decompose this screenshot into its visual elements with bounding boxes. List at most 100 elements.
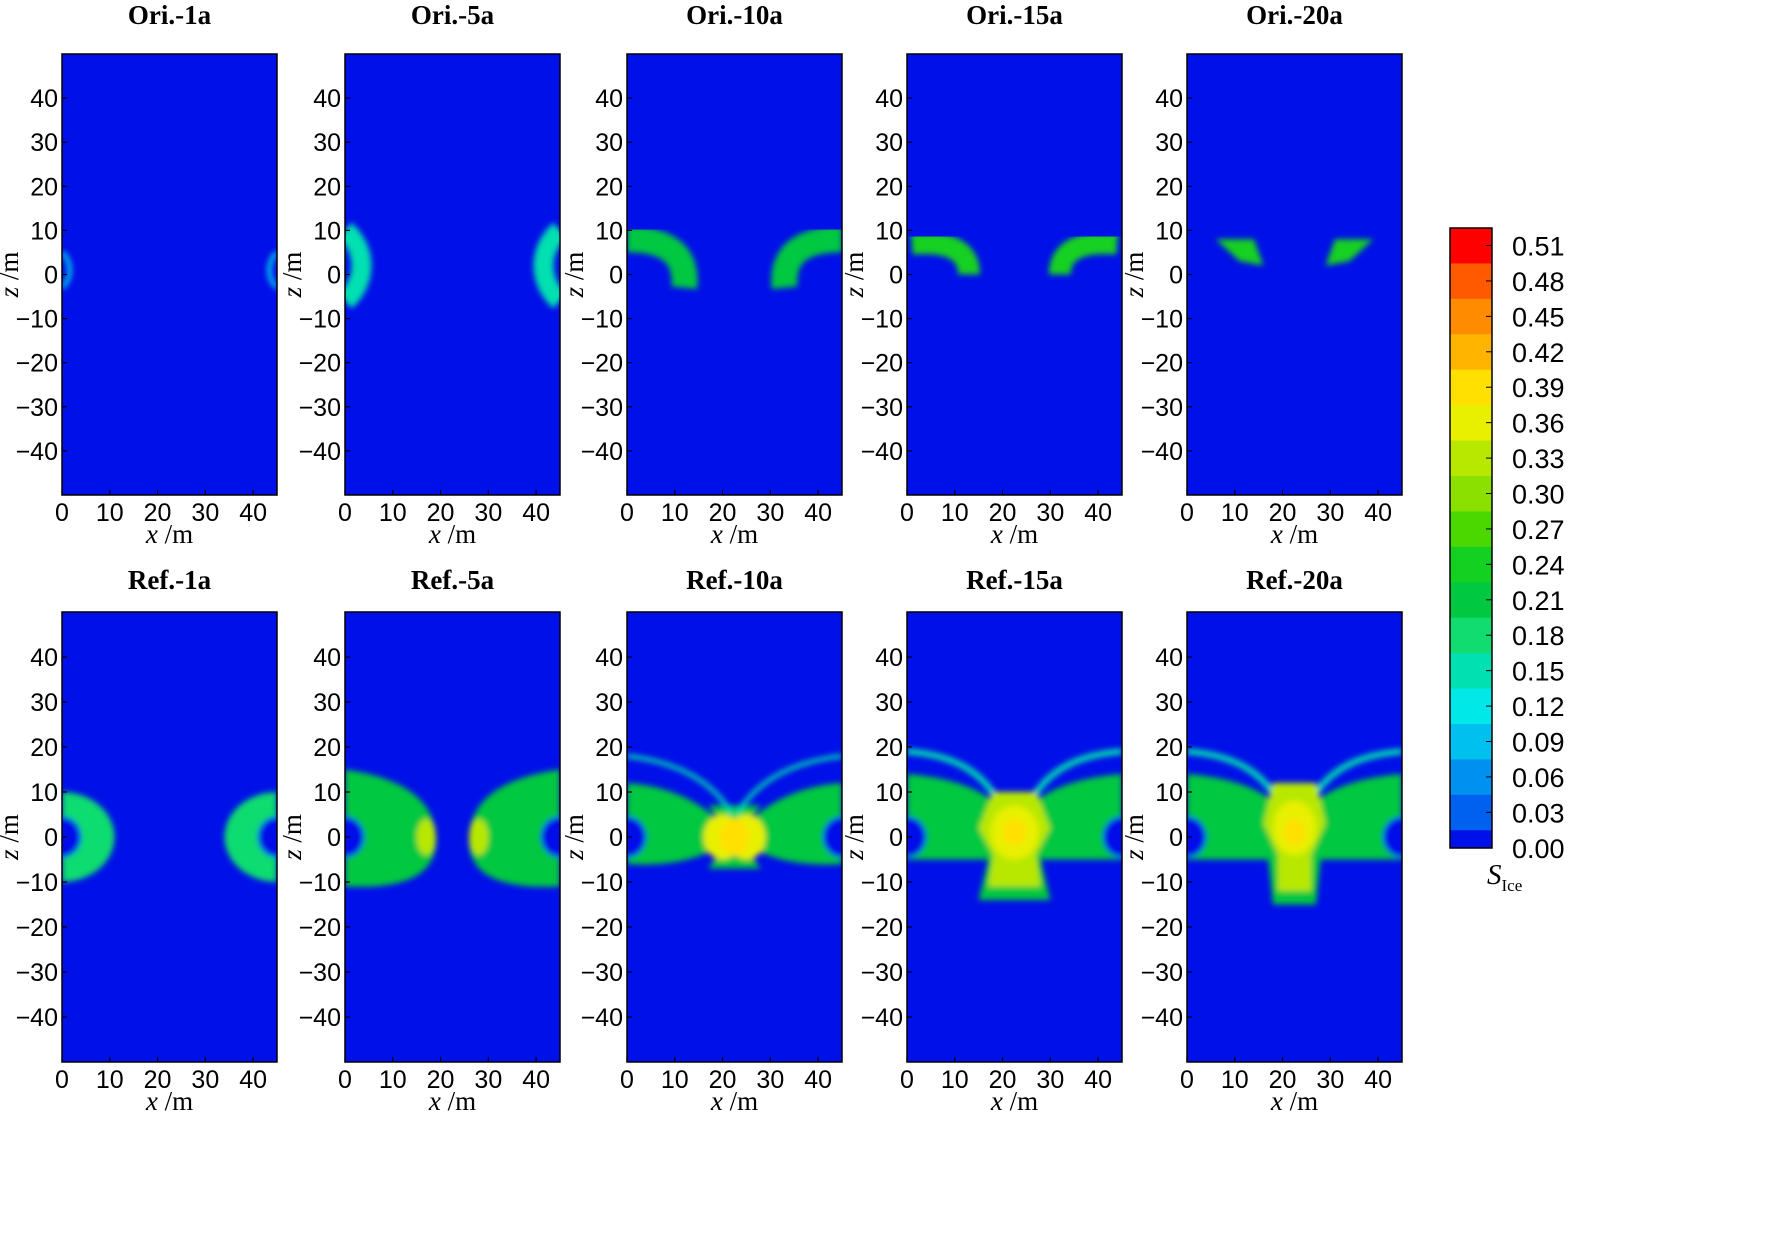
y-axis-label: z /m <box>839 252 869 299</box>
y-tick-label: 0 <box>44 824 58 852</box>
colorbar-tick-label: 0.27 <box>1512 515 1565 545</box>
x-tick-label: 30 <box>1316 499 1344 527</box>
x-tick-label: 40 <box>1084 1066 1112 1094</box>
x-tick-label: 0 <box>338 1066 352 1094</box>
y-tick-label: 0 <box>889 262 903 290</box>
y-tick-label: −30 <box>16 959 58 987</box>
y-axis-label: z /m <box>1119 252 1149 299</box>
y-tick-label: −20 <box>299 914 341 942</box>
x-axis-label: x /m <box>990 1086 1038 1116</box>
panel-Ref.-1a: Ref.-1a 40 30 20 10 0 −10 −20 −30 −40 0 10 20 30 40 x /… <box>0 565 278 1116</box>
y-tick-label: −10 <box>581 306 623 334</box>
panel-Ref.-10a: Ref.-10a 40 30 20 10 0 −10 −20 −30 −40 0 10 20 30 40 x … <box>559 565 843 1116</box>
x-tick-label: 10 <box>1221 499 1249 527</box>
y-tick-label: 40 <box>875 644 903 672</box>
x-tick-label: 10 <box>661 499 689 527</box>
y-tick-label: 40 <box>595 644 623 672</box>
y-tick-label: −20 <box>1141 914 1183 942</box>
x-tick-label: 30 <box>1036 1066 1064 1094</box>
y-tick-label: −40 <box>861 438 903 466</box>
colorbar-tick-label: 0.21 <box>1512 586 1565 616</box>
y-tick-label: −10 <box>16 869 58 897</box>
y-tick-label: −20 <box>1141 350 1183 378</box>
y-tick-label: 40 <box>875 85 903 113</box>
colorbar-swatch <box>1450 724 1492 760</box>
colorbar-swatch <box>1450 263 1492 300</box>
y-axis-label: z /m <box>277 252 307 299</box>
heatmap-field <box>1187 54 1402 495</box>
colorbar-label: SIce <box>1487 859 1522 895</box>
x-tick-label: 10 <box>96 499 124 527</box>
panel-Ori.-15a: Ori.-15a 40 30 20 10 0 −10 −20 −30 −40 0 10 20 30 40 x … <box>839 0 1123 549</box>
colorbar-swatch <box>1450 369 1492 406</box>
heatmap-field <box>907 54 1122 495</box>
heatmap-field <box>627 54 842 495</box>
panel-title: Ori.-15a <box>966 0 1063 30</box>
colorbar-swatch <box>1450 582 1492 619</box>
heatmap-field <box>345 54 560 495</box>
y-tick-label: 40 <box>1155 85 1183 113</box>
y-tick-label: 30 <box>313 689 341 717</box>
y-tick-label: 20 <box>313 173 341 201</box>
x-axis-label: x /m <box>990 519 1038 549</box>
x-tick-label: 20 <box>427 1066 455 1094</box>
y-tick-label: −10 <box>861 869 903 897</box>
y-tick-label: −20 <box>581 350 623 378</box>
panel-title: Ref.-20a <box>1246 565 1343 595</box>
colorbar-tick-label: 0.39 <box>1512 373 1565 403</box>
colorbar-swatch <box>1450 688 1492 725</box>
y-tick-label: 40 <box>1155 644 1183 672</box>
y-axis-label: z /m <box>839 814 869 861</box>
y-tick-label: 0 <box>327 824 341 852</box>
x-tick-label: 30 <box>474 1066 502 1094</box>
colorbar-tick-label: 0.00 <box>1512 834 1565 864</box>
colorbar: 0.51 0.48 0.45 0.42 0.39 0.36 0.33 0.30 0.27 0.24… <box>1449 227 1565 895</box>
colorbar-tick-label: 0.45 <box>1512 302 1565 332</box>
ice-saturation-field <box>627 754 842 869</box>
x-tick-label: 20 <box>709 499 737 527</box>
y-tick-label: 20 <box>1155 734 1183 762</box>
colorbar-swatch <box>1450 617 1492 654</box>
y-tick-label: 20 <box>30 734 58 762</box>
x-tick-label: 10 <box>941 499 969 527</box>
y-tick-label: −30 <box>1141 394 1183 422</box>
panel-Ori.-5a: Ori.-5a 40 30 20 10 0 −10 −20 −30 −40 0 10 20 30 40 x /… <box>277 0 561 549</box>
y-axis-label: z /m <box>0 814 24 861</box>
x-tick-label: 30 <box>191 1066 219 1094</box>
y-tick-label: −40 <box>581 1004 623 1032</box>
y-tick-label: −20 <box>861 350 903 378</box>
y-tick-label: 0 <box>327 262 341 290</box>
y-tick-label: −30 <box>581 959 623 987</box>
colorbar-tick-label: 0.09 <box>1512 728 1565 758</box>
colorbar-tick-label: 0.48 <box>1512 267 1565 297</box>
x-tick-label: 0 <box>55 499 69 527</box>
y-tick-label: −20 <box>16 914 58 942</box>
x-tick-label: 30 <box>191 499 219 527</box>
ice-saturation-field <box>62 250 277 290</box>
ice-saturation-field <box>345 769 560 887</box>
x-axis-label: x /m <box>1270 519 1318 549</box>
y-tick-label: 20 <box>595 734 623 762</box>
y-tick-label: 0 <box>609 262 623 290</box>
x-tick-label: 20 <box>989 499 1017 527</box>
colorbar-swatch <box>1450 440 1492 477</box>
y-tick-label: 0 <box>609 824 623 852</box>
panel-Ori.-20a: Ori.-20a 40 30 20 10 0 −10 −20 −30 −40 0 10 20 30 40 x … <box>1119 0 1403 549</box>
y-tick-label: 10 <box>313 217 341 245</box>
x-tick-label: 20 <box>427 499 455 527</box>
x-tick-label: 20 <box>144 499 172 527</box>
y-tick-label: 30 <box>875 689 903 717</box>
y-tick-label: 40 <box>30 644 58 672</box>
y-tick-label: −10 <box>16 306 58 334</box>
x-axis-label: x /m <box>710 1086 758 1116</box>
y-tick-label: 40 <box>313 644 341 672</box>
x-tick-label: 20 <box>1269 499 1297 527</box>
colorbar-swatch <box>1450 511 1492 548</box>
y-tick-label: 40 <box>30 85 58 113</box>
y-tick-label: 10 <box>30 217 58 245</box>
y-tick-label: −40 <box>1141 438 1183 466</box>
y-tick-label: −20 <box>861 914 903 942</box>
heatmap-field <box>62 54 277 495</box>
colorbar-tick-label: 0.30 <box>1512 480 1565 510</box>
colorbar-tick-label: 0.03 <box>1512 798 1565 828</box>
